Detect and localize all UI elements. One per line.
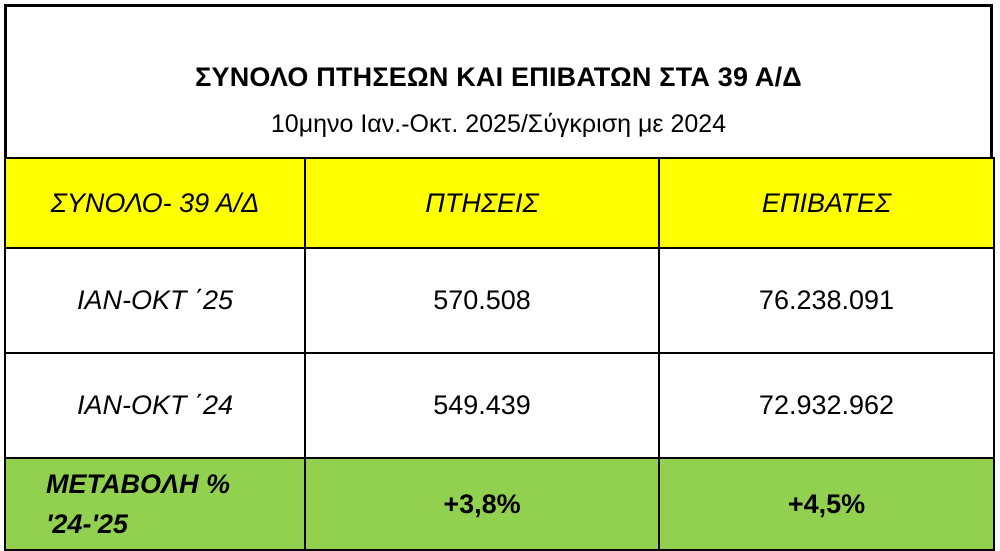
flights-change: +3,8% (304, 457, 660, 551)
stats-table-frame: ΣΥΝΟΛΟ ΠΤΗΣΕΩΝ ΚΑΙ ΕΠΙΒΑΤΩΝ ΣΤΑ 39 Α/Δ 1… (4, 4, 995, 551)
change-label-line2: '24-'25 (46, 509, 128, 539)
row-label-2025: ΙΑΝ-ΟΚΤ ΄25 (4, 247, 306, 354)
flights-2025: 570.508 (304, 247, 660, 354)
table-row: ΙΑΝ-ΟΚΤ ΄25 570.508 76.238.091 (4, 247, 995, 354)
header-row: ΣΥΝΟΛΟ- 39 Α/Δ ΠΤΗΣΕΙΣ ΕΠΙΒΑΤΕΣ (4, 157, 995, 249)
table-title: ΣΥΝΟΛΟ ΠΤΗΣΕΩΝ ΚΑΙ ΕΠΙΒΑΤΩΝ ΣΤΑ 39 Α/Δ (195, 62, 802, 92)
change-label: ΜΕΤΑΒΟΛΗ % '24-'25 (4, 457, 306, 551)
table-row: ΙΑΝ-ΟΚΤ ΄24 549.439 72.932.962 (4, 352, 995, 459)
header-total-39-airports: ΣΥΝΟΛΟ- 39 Α/Δ (4, 157, 306, 249)
change-label-line1: ΜΕΤΑΒΟΛΗ % (46, 469, 231, 499)
change-row: ΜΕΤΑΒΟΛΗ % '24-'25 +3,8% +4,5% (4, 457, 995, 551)
table-subtitle: 10μηνο Ιαν.-Οκτ. 2025/Σύγκριση με 2024 (270, 110, 727, 138)
flights-2024: 549.439 (304, 352, 660, 459)
passengers-2024: 72.932.962 (658, 352, 995, 459)
passengers-change: +4,5% (658, 457, 995, 551)
header-passengers: ΕΠΙΒΑΤΕΣ (658, 157, 995, 249)
flights-passengers-table: ΣΥΝΟΛΟ- 39 Α/Δ ΠΤΗΣΕΙΣ ΕΠΙΒΑΤΕΣ ΙΑΝ-ΟΚΤ … (4, 157, 995, 551)
title-block: ΣΥΝΟΛΟ ΠΤΗΣΕΩΝ ΚΑΙ ΕΠΙΒΑΤΩΝ ΣΤΑ 39 Α/Δ 1… (7, 7, 990, 157)
passengers-2025: 76.238.091 (658, 247, 995, 354)
row-label-2024: ΙΑΝ-ΟΚΤ ΄24 (4, 352, 306, 459)
header-flights: ΠΤΗΣΕΙΣ (304, 157, 660, 249)
